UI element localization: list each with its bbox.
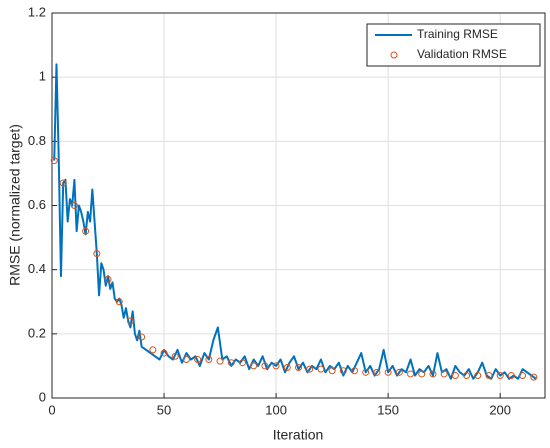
validation-point [295,364,302,372]
validation-point [418,370,426,378]
validation-point [160,349,168,357]
validation-point [261,362,269,370]
validation-point [328,367,336,375]
validation-point [496,372,504,380]
validation-point [216,357,224,365]
validation-point [351,367,359,375]
validation-point [238,359,246,367]
legend-box [366,23,541,67]
x-tick-label: 100 [265,402,287,417]
y-tick-label: 0 [39,389,46,404]
x-tick-label: 0 [48,402,55,417]
y-tick-label: 1.2 [28,4,46,19]
y-axis-label: RMSE (normalized target) [7,124,23,286]
validation-point [395,368,403,376]
x-tick-label: 200 [489,402,511,417]
validation-point [171,352,179,360]
legend-label: Validation RMSE [417,47,507,61]
validation-point [463,372,471,380]
validation-point [205,356,213,363]
validation-point [429,370,437,378]
validation-point [82,227,90,235]
validation-point [507,372,515,380]
validation-point [50,157,58,165]
y-tick-label: 1 [39,69,46,84]
validation-point [149,346,157,354]
validation-point [339,367,347,375]
y-tick-label: 0.2 [28,325,46,340]
validation-point [317,365,325,373]
validation-point [227,359,235,367]
y-tick-label: 0.4 [28,261,46,276]
validation-point [519,372,527,380]
legend: Training RMSE Validation RMSE [366,23,541,67]
validation-point [474,372,482,380]
validation-point [530,373,538,381]
validation-point [306,365,314,373]
validation-point [440,370,448,378]
validation-point [362,368,370,376]
x-tick-label: 150 [377,402,399,417]
x-tick-label: 50 [157,402,171,417]
validation-point [407,370,415,378]
validation-point [485,372,493,380]
legend-swatch [390,51,398,59]
validation-point [138,333,146,341]
validation-point [126,317,134,325]
validation-point [283,364,291,372]
x-axis-label: Iteration [273,427,324,443]
y-tick-label: 0.8 [28,133,46,148]
validation-point [272,362,280,370]
validation-point [451,372,459,380]
validation-point [104,275,112,283]
legend-label: Training RMSE [417,27,498,41]
validation-point [70,202,78,209]
validation-point [115,298,123,306]
validation-point [373,368,381,376]
y-tick-label: 0.6 [28,197,46,212]
validation-point [182,356,190,363]
validation-point [93,250,101,258]
validation-point [59,179,67,187]
validation-point [250,362,258,370]
axes-box [51,12,546,399]
validation-point [194,356,202,363]
validation-point [384,368,392,376]
